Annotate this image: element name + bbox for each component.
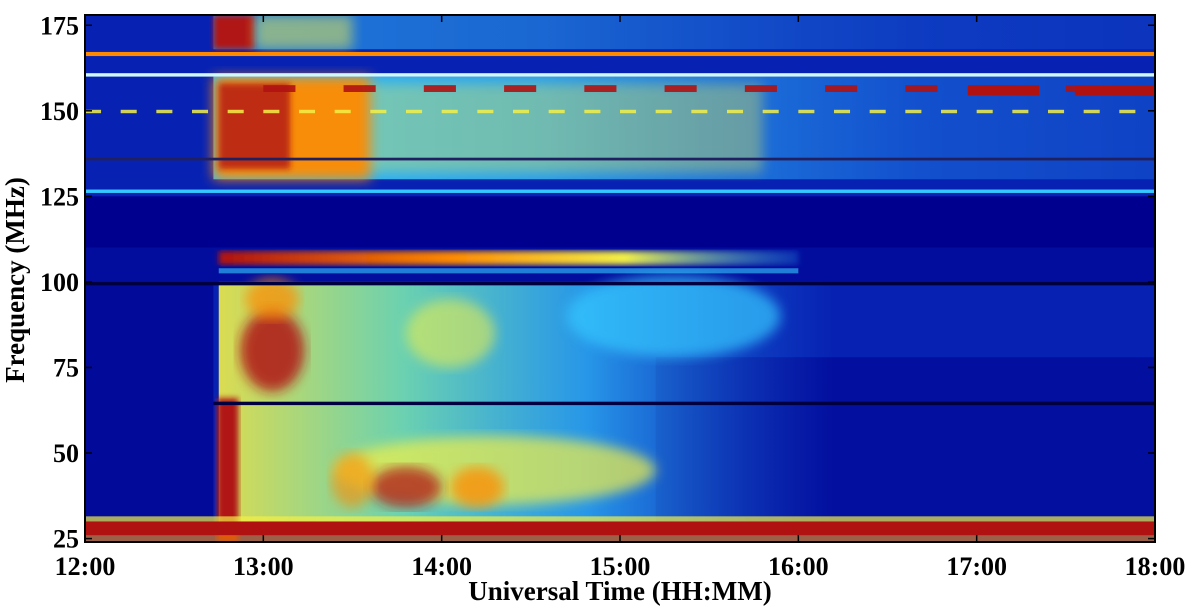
interference-dash — [976, 109, 993, 114]
spectrogram-features — [85, 15, 1171, 542]
y-tick-label: 125 — [40, 182, 79, 211]
interference-dash — [513, 109, 530, 114]
y-tick-label: 50 — [53, 439, 79, 468]
upper-band-emission — [213, 15, 1155, 50]
x-tick-label: 14:00 — [411, 552, 472, 581]
x-tick-label: 18:00 — [1125, 552, 1186, 581]
interference-dash — [406, 109, 423, 114]
interference-dash — [834, 109, 851, 114]
interference-dash — [762, 109, 779, 114]
upper-burst-top-halo — [254, 15, 353, 50]
y-tick-label: 75 — [53, 353, 79, 382]
interference-dash — [156, 109, 173, 114]
interference-dash — [744, 85, 777, 92]
interference-dash — [584, 109, 601, 114]
interference-dash — [905, 109, 922, 114]
interference-dash — [1083, 109, 1100, 114]
x-axis-title: Universal Time (HH:MM) — [468, 576, 771, 606]
interference-dash — [477, 109, 494, 114]
lower-emission-lobe — [566, 275, 781, 358]
interference-dash — [1012, 109, 1029, 114]
lower-burst-core — [331, 453, 374, 508]
lower-burst-core — [245, 278, 299, 320]
narrow-band-line — [218, 268, 799, 274]
interference-block — [967, 85, 1040, 96]
interference-dash — [798, 109, 815, 114]
interference-dash — [620, 109, 637, 114]
interference-dash — [664, 85, 697, 92]
interference-dash — [905, 85, 938, 92]
interference-dash — [655, 109, 672, 114]
interference-dash — [691, 109, 708, 114]
y-tick-label: 100 — [40, 268, 79, 297]
x-tick-label: 15:00 — [590, 552, 651, 581]
y-axis-ticks: 25 50 75 100 125 150 175 — [40, 11, 1155, 554]
lower-burst-core — [450, 466, 505, 508]
interference-dash — [825, 85, 858, 92]
interference-dash — [120, 109, 137, 114]
pre-onset-quiet — [85, 281, 214, 522]
artifact-line — [85, 281, 1155, 286]
interference-dash — [334, 109, 351, 114]
interference-dash — [423, 85, 456, 92]
lower-burst-core — [240, 309, 305, 392]
lower-burst-core — [370, 466, 442, 508]
x-axis-ticks: 12:00 13:00 14:00 15:00 16:00 17:00 18:00 — [55, 15, 1186, 581]
interference-dash — [584, 85, 617, 92]
x-tick-label: 12:00 — [55, 552, 116, 581]
interference-dash — [941, 109, 958, 114]
interference-dash — [504, 85, 537, 92]
upper-burst-peak — [218, 83, 291, 169]
interference-block — [1074, 85, 1155, 96]
interference-dash — [263, 85, 296, 92]
interference-dash — [1119, 109, 1136, 114]
lower-burst-core — [406, 299, 496, 368]
y-tick-label: 150 — [40, 97, 79, 126]
interference-band — [85, 521, 1155, 536]
interference-band — [85, 516, 1155, 522]
x-tick-label: 17:00 — [946, 552, 1007, 581]
y-axis-title: Frequency (MHz) — [0, 177, 30, 383]
interference-dash — [1155, 110, 1171, 113]
y-tick-label: 175 — [40, 11, 79, 40]
quiet-gap-band — [85, 196, 1155, 248]
interference-dash — [263, 109, 280, 114]
narrow-band-line — [218, 251, 799, 265]
interference-dash — [227, 109, 244, 114]
interference-dash — [192, 109, 209, 114]
artifact-line — [85, 73, 1155, 77]
artifact-line — [85, 51, 1155, 57]
interference-dash — [441, 109, 458, 114]
interference-dash — [343, 85, 376, 92]
plot-area — [85, 15, 1171, 542]
artifact-line — [85, 157, 1155, 161]
onset-spike — [216, 398, 239, 542]
interference-dash — [85, 109, 102, 114]
interference-dash — [548, 109, 565, 114]
interference-dash — [869, 109, 886, 114]
interference-dash — [370, 109, 387, 114]
interference-dash — [1048, 109, 1065, 114]
artifact-line — [85, 189, 1155, 193]
artifact-line — [213, 401, 1155, 406]
x-tick-label: 16:00 — [768, 552, 829, 581]
y-tick-label: 25 — [53, 525, 79, 554]
x-tick-label: 13:00 — [233, 552, 294, 581]
interference-dash — [299, 109, 316, 114]
interference-dash — [727, 109, 744, 114]
upper-burst-top — [213, 15, 255, 50]
